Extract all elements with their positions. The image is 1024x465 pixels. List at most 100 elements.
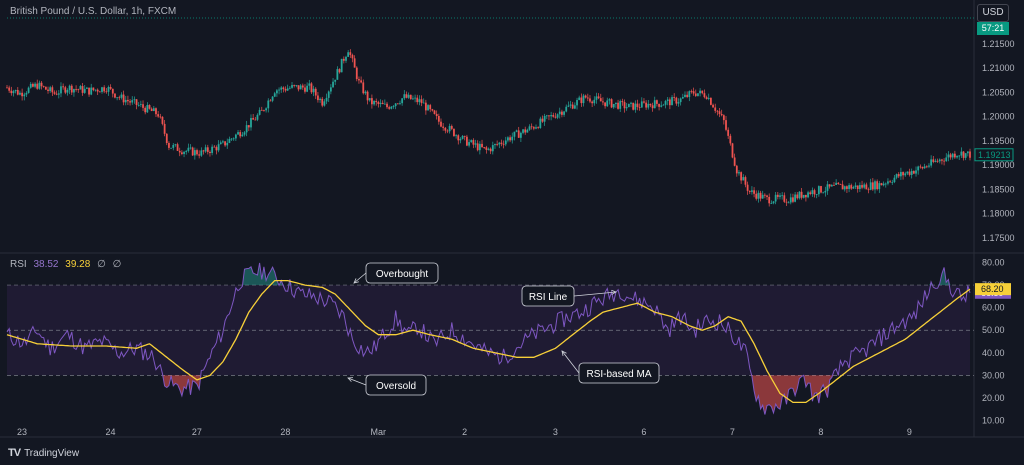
candle-body — [962, 151, 965, 158]
candle-body — [800, 191, 803, 198]
candle-body — [651, 105, 654, 109]
current-price-tag — [974, 148, 1014, 162]
candle-body — [699, 90, 702, 94]
candle-body — [824, 190, 827, 193]
candle-body — [530, 126, 533, 128]
annotation-rsi-line[interactable]: RSI Line — [521, 285, 617, 307]
candle-body — [422, 102, 425, 104]
candle-body — [727, 129, 730, 136]
candle-body — [470, 140, 473, 143]
candle-body — [900, 172, 902, 177]
candle-body — [776, 194, 779, 197]
candle-body — [418, 99, 421, 103]
time-tick-label: Mar — [371, 427, 387, 437]
candle-body — [852, 187, 855, 189]
candle-body — [36, 83, 39, 89]
candle-body — [593, 99, 596, 104]
candle-body — [278, 89, 280, 91]
annotation-rsi-ma[interactable]: RSI-based MA — [561, 350, 660, 384]
time-tick-label: 3 — [553, 427, 558, 437]
candle-body — [327, 91, 330, 98]
candle-body — [455, 135, 458, 137]
candle-body — [427, 105, 429, 111]
candle-body — [163, 123, 166, 134]
candle-body — [720, 113, 723, 116]
candle-body — [494, 144, 496, 146]
candle-body — [243, 132, 246, 135]
candle-body — [118, 97, 121, 99]
candle-body — [714, 107, 717, 111]
candle-body — [755, 193, 758, 199]
candle-body — [854, 185, 857, 188]
rsi-axis: 80.0070.0060.0050.0040.0030.0020.0010.00… — [975, 258, 1011, 425]
candle-body — [269, 100, 272, 102]
candle-body — [783, 195, 786, 202]
candle-body — [625, 107, 628, 109]
candle-body — [142, 104, 144, 108]
candle-body — [254, 119, 257, 121]
candle-body — [187, 147, 190, 151]
candle-body — [595, 96, 598, 100]
candle-body — [364, 91, 367, 94]
candle-body — [528, 126, 531, 130]
candle-body — [761, 194, 764, 199]
candle-body — [362, 82, 365, 94]
candle-body — [466, 136, 468, 146]
candle-body — [738, 172, 740, 174]
candle-body — [301, 85, 304, 88]
candle-body — [958, 155, 961, 157]
candle-body — [519, 132, 522, 138]
candle-body — [552, 115, 555, 117]
candle-body — [602, 101, 604, 103]
candle-body — [830, 184, 833, 187]
price-tick-label: 1.21000 — [982, 63, 1015, 73]
candle-body — [953, 153, 956, 158]
candle-body — [204, 147, 207, 152]
candle-body — [329, 87, 332, 92]
candle-body — [893, 177, 896, 183]
candle-body — [23, 94, 26, 97]
candle-body — [401, 98, 404, 104]
candle-body — [943, 160, 945, 162]
candle-body — [543, 115, 546, 122]
candle-body — [383, 103, 386, 105]
candle-body — [68, 85, 71, 90]
candle-body — [580, 97, 583, 104]
candle-body — [191, 147, 194, 156]
candle-body — [925, 166, 928, 168]
candle-body — [373, 100, 375, 105]
candle-body — [200, 150, 203, 156]
candle-body — [396, 103, 399, 105]
candle-body — [55, 93, 58, 95]
candle-body — [6, 87, 8, 89]
candle-body — [25, 92, 28, 95]
candle-body — [81, 86, 84, 93]
rsi-legend[interactable]: RSI 38.52 39.28 ∅ ∅ — [10, 259, 125, 270]
candle-body — [79, 86, 82, 90]
annotation-oversold[interactable]: Oversold — [347, 374, 427, 396]
currency-selector[interactable]: USD — [977, 4, 1009, 22]
candle-body — [146, 105, 149, 113]
candle-body — [928, 165, 930, 167]
candle-body — [103, 87, 106, 92]
candle-body — [377, 102, 380, 104]
candle-body — [64, 87, 67, 93]
time-tick-label: 9 — [907, 427, 912, 437]
candle-body — [53, 92, 56, 94]
annotation-overbought[interactable]: Overbought — [353, 262, 439, 284]
candle-body — [196, 150, 198, 155]
candle-body — [846, 186, 848, 189]
candle-body — [941, 159, 943, 161]
candle-body — [353, 58, 356, 68]
candle-body — [502, 143, 505, 145]
candle-body — [446, 130, 449, 132]
candle-body — [809, 192, 812, 195]
candle-body — [725, 120, 727, 130]
tradingview-logo[interactable]: TV TradingView — [8, 447, 79, 459]
price-tick-label: 1.20500 — [982, 87, 1015, 97]
candle-body — [565, 106, 568, 112]
candle-body — [49, 87, 52, 91]
candle-body — [671, 97, 673, 106]
candle-body — [105, 91, 108, 93]
